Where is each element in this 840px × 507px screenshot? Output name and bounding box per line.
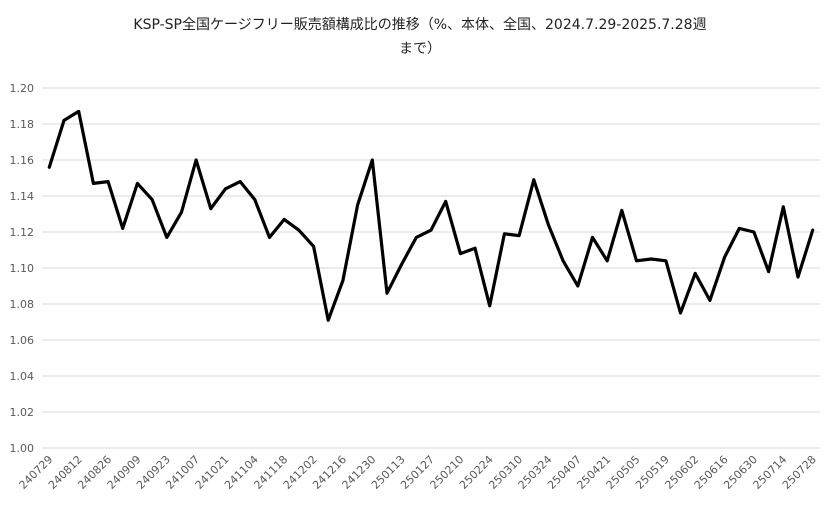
y-tick-label: 1.16 [10, 154, 35, 167]
chart-title: KSP-SP全国ケージフリー販売額構成比の推移（%、本体、全国、2024.7.2… [0, 13, 840, 61]
y-tick-label: 1.04 [10, 370, 35, 383]
data-point [737, 227, 741, 230]
data-point [429, 228, 433, 232]
data-point [723, 255, 726, 259]
data-point [620, 209, 624, 212]
data-point [767, 270, 771, 273]
data-point [165, 236, 169, 239]
data-point [693, 272, 697, 275]
data-point [180, 210, 183, 214]
data-point [341, 279, 345, 282]
data-point [414, 236, 418, 239]
data-point [649, 257, 653, 261]
data-point [312, 245, 315, 248]
y-tick-label: 1.14 [10, 190, 35, 203]
data-point [781, 205, 785, 209]
data-point [370, 158, 374, 162]
data-point [708, 299, 712, 302]
y-axis-tick-labels: 1.00 1.02 1.04 1.06 1.08 1.10 1.12 1.14 1.16 1.18… [10, 82, 35, 455]
data-point [473, 246, 477, 250]
data-point [326, 318, 330, 322]
series [47, 109, 815, 322]
y-tick-label: 1.12 [10, 226, 35, 239]
data-point [591, 236, 594, 239]
data-point [356, 203, 360, 207]
data-point [605, 259, 609, 263]
data-point [679, 311, 682, 315]
y-tick-label: 1.00 [10, 442, 35, 455]
data-point [458, 252, 462, 256]
data-point [532, 178, 536, 182]
data-point [400, 263, 404, 266]
data-point [282, 218, 286, 221]
x-axis-tick-labels: 2407292408122408262409092409232410072410… [17, 453, 819, 492]
data-point [150, 198, 154, 202]
data-point [253, 198, 257, 202]
data-point [811, 228, 815, 232]
data-point [47, 165, 51, 169]
y-tick-label: 1.02 [10, 406, 35, 419]
data-point [91, 182, 95, 185]
data-point [268, 236, 271, 239]
data-point [517, 234, 521, 238]
data-point [635, 259, 638, 263]
series-line [47, 109, 815, 322]
y-tick-label: 1.10 [10, 262, 35, 275]
data-point [664, 259, 668, 263]
data-point [444, 200, 448, 203]
data-point [238, 180, 242, 184]
data-point [224, 187, 227, 191]
data-point [77, 110, 81, 113]
data-point [502, 232, 506, 236]
chart-title-line-2: まで） [399, 41, 441, 57]
y-tick-label: 1.08 [10, 298, 35, 311]
data-point [106, 180, 110, 184]
y-tick-label: 1.18 [10, 118, 35, 131]
data-point [576, 284, 580, 288]
data-point [194, 158, 198, 162]
data-point [796, 275, 800, 279]
y-tick-label: 1.06 [10, 334, 35, 347]
chart-title-line-1: KSP-SP全国ケージフリー販売額構成比の推移（%、本体、全国、2024.7.2… [133, 17, 707, 33]
y-tick-label: 1.20 [10, 82, 35, 95]
data-point [488, 304, 492, 308]
data-point [297, 228, 301, 232]
data-point [561, 259, 565, 263]
data-point [547, 223, 550, 227]
data-point [62, 119, 66, 122]
data-point [209, 207, 213, 211]
gridlines [42, 87, 820, 449]
data-point [752, 230, 756, 234]
data-point [385, 291, 389, 295]
data-point [136, 182, 139, 185]
data-point [121, 227, 125, 230]
